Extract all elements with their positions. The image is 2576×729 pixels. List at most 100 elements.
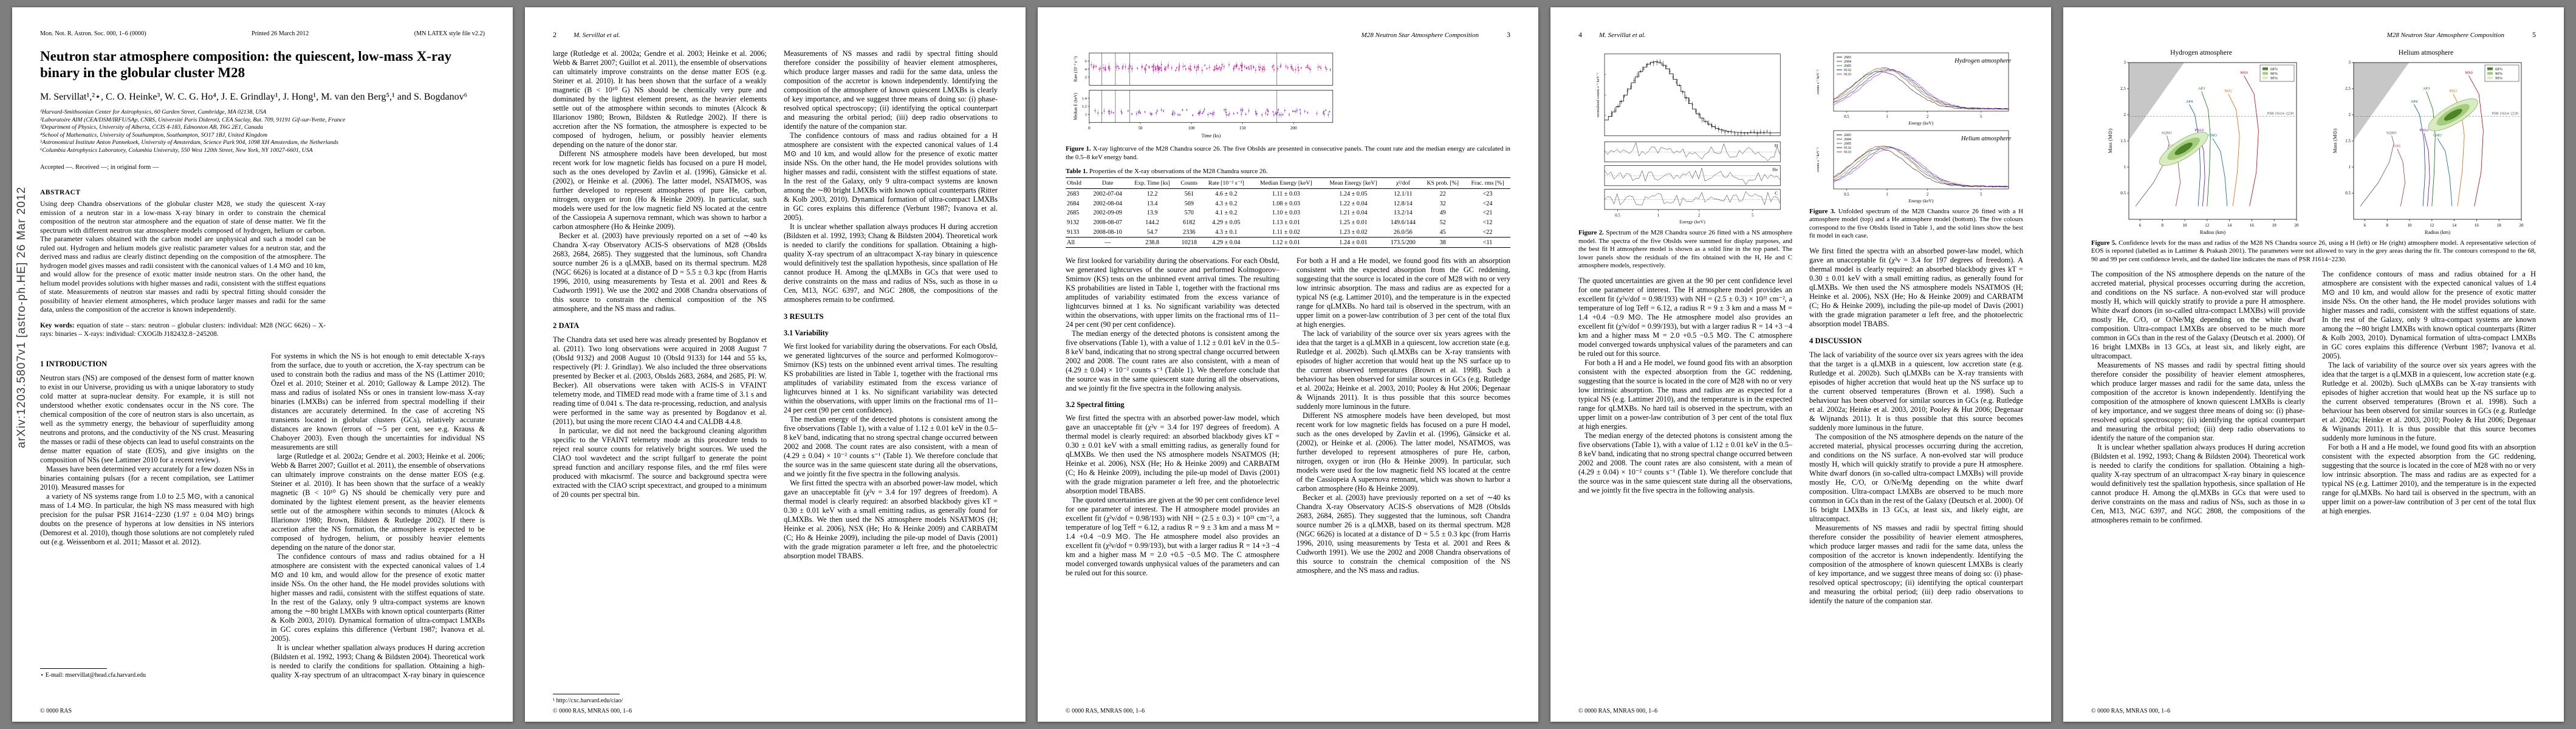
svg-text:2683: 2683 [1844, 56, 1851, 60]
page-footer: © 0000 RAS, MNRAS 000, 1–6 [553, 708, 632, 714]
table-cell: 2008-08-07 [1093, 219, 1122, 227]
table-cell: 149.6/144 [1390, 219, 1416, 227]
svg-text:PSR J1614−2230: PSR J1614−2230 [2492, 112, 2518, 116]
affiliation: ⁴School of Mathematics, University of So… [40, 131, 268, 139]
fig3-helium-label: Helium atmosphere [1961, 135, 2011, 142]
table-cell: 1.11 ± 0.02 [1272, 228, 1300, 236]
page-number: 5 [2532, 30, 2536, 39]
subsection-heading-variability: 3.1 Variability [784, 329, 829, 337]
subsection-heading-spectral-fitting: 3.2 Spectral fitting [1066, 400, 1125, 409]
svg-text:3: 3 [2349, 60, 2351, 65]
table-header-cell: KS prob. [%] [1420, 177, 1465, 190]
svg-text:0.5: 0.5 [2120, 191, 2126, 196]
table-cell: 49 [1439, 210, 1446, 217]
table-cell: 2336 [1183, 228, 1196, 236]
fig2-caption-label: Figure 2. [1578, 229, 1604, 237]
svg-text:H: H [1775, 143, 1778, 148]
table-cell: 54.7 [1146, 228, 1158, 236]
table-cell: 1.25 ± 0.01 [1339, 219, 1368, 227]
svg-text:2.5: 2.5 [2120, 86, 2126, 91]
table1-caption-text: Properties of the X-ray observations of … [1089, 168, 1268, 176]
svg-text:8: 8 [2386, 223, 2388, 228]
table-cell: 570 [1184, 210, 1194, 217]
table-cell: 32 [1439, 200, 1446, 207]
running-head: M28 Neutron Star Atmosphere Composition … [1066, 30, 1510, 39]
body-paragraph: Masses have been determined very accurat… [40, 465, 254, 492]
table-cell: 9133 [1067, 228, 1080, 236]
body-paragraph: We first looked for variability during t… [1066, 256, 1279, 329]
body-paragraph: The quoted uncertainties are given at th… [1578, 276, 1792, 358]
fig3-caption-label: Figure 3. [1809, 208, 1836, 215]
body-paragraph: The median energy of the detected photon… [784, 415, 998, 478]
svg-text:0.5: 0.5 [1844, 115, 1849, 119]
table-cell: 2002-09-09 [1093, 210, 1122, 217]
affiliation: ³Department of Physics, University of Al… [40, 124, 263, 131]
body-paragraph: large (Rutledge et al. 2002a; Gendre et … [553, 49, 767, 149]
svg-text:AP4: AP4 [2186, 100, 2193, 104]
table-row: All —238.8 10218 4.29 ± 0.04 1.12 ± 0.01 1.24… [1066, 237, 1510, 248]
column-right: The confidence contours of mass and radi… [2322, 270, 2536, 695]
svg-text:Energy (keV): Energy (keV) [1909, 120, 1934, 126]
svg-text:9133: 9133 [1844, 151, 1851, 154]
body-columns: normalized counts s⁻¹ keV⁻¹ H He C 0.5 1 2 5 Ene… [1578, 49, 2023, 705]
table-cell: 13.4 [1146, 200, 1158, 207]
svg-text:90%: 90% [2495, 72, 2503, 76]
body-columns: large (Rutledge et al. 2002a; Gendre et … [553, 49, 998, 705]
svg-text:2: 2 [1927, 115, 1929, 119]
page-number: 2 [553, 30, 557, 39]
table-cell: 12.8/14 [1393, 200, 1413, 207]
column-left: The composition of the NS atmosphere dep… [2091, 270, 2305, 695]
table-cell: <11 [1465, 237, 1510, 248]
svg-text:6: 6 [1084, 59, 1087, 63]
svg-text:1.5: 1.5 [2345, 139, 2351, 143]
svg-text:1: 1 [1886, 115, 1888, 119]
body-paragraph: Neutron stars (NS) are composed of the d… [40, 374, 254, 465]
column-right: For both a H and a He model, we found go… [1297, 256, 1510, 706]
svg-text:1: 1 [2124, 165, 2126, 169]
table-cell: 1.13 ± 0.01 [1272, 219, 1300, 227]
body-paragraph: It is unclear whether spallation always … [271, 643, 485, 680]
svg-text:2: 2 [2124, 112, 2126, 117]
affiliation: ⁶Columbia Astrophysics Laboratory, Colum… [40, 146, 313, 154]
table-cell: 1.10 ± 0.03 [1272, 210, 1300, 217]
fig5-hydrogen-title: Hydrogen atmosphere [2170, 49, 2232, 56]
table-cell: 45 [1439, 228, 1446, 236]
svg-text:6: 6 [2139, 223, 2142, 228]
fig5-helium-contours-figure: PSR J1614−2230 MS0 MS2 AP3 AP4 PAL6 GM3 GS1 SQM1… [2332, 60, 2524, 235]
page-footer: © 0000 RAS, MNRAS 000, 1–6 [2091, 708, 2171, 714]
body-paragraph: The composition of the NS atmosphere dep… [1809, 432, 2023, 523]
svg-text:2: 2 [2349, 112, 2351, 117]
table-row: 9133 2008-08-10 54.7 2336 4.3 ± 0.1 1.11 ± 0.… [1066, 228, 1510, 238]
table-cell: 1.24 ± 0.01 [1321, 237, 1386, 248]
keywords-line: Key words: equation of state – stars: ne… [40, 321, 326, 338]
table-cell: 52 [1439, 219, 1446, 227]
page-1: arXiv:1203.5807v1 [astro-ph.HE] 26 Mar 2… [12, 7, 513, 722]
table-cell: 38 [1420, 237, 1465, 248]
body-paragraph: Measurements of NS masses and radii by s… [1809, 523, 2023, 605]
table-cell: 4.1 ± 0.2 [1215, 210, 1238, 217]
svg-text:68%: 68% [2495, 67, 2503, 72]
svg-text:1.4: 1.4 [1081, 97, 1087, 101]
accepted-line: Accepted —. Received —; in original form… [40, 164, 159, 171]
body-paragraph: The Chandra data set used here was alrea… [553, 335, 767, 426]
svg-text:AP3: AP3 [2423, 86, 2430, 91]
fig5-helium-panel: Helium atmosphere PSR J1614−2230 MS0 MS2 AP… [2326, 49, 2526, 236]
table-cell: 13.9 [1146, 210, 1158, 217]
fig3-helium-panel: 2683 2684 2685 9132 9133 0.5 1 2 5 Energy (keV) co… [1809, 127, 2023, 205]
svg-text:MS2: MS2 [2224, 89, 2232, 94]
svg-text:5: 5 [1980, 193, 1982, 197]
body-paragraph: The lack of variability of the source ov… [1809, 350, 2023, 432]
body-paragraph: We first fitted the spectra with an abso… [784, 479, 998, 560]
url-footnote: ¹ http://cxc.harvard.edu/ciao/ [553, 692, 767, 705]
svg-text:Radius (km): Radius (km) [2200, 229, 2225, 235]
body-paragraph: For both a H and a He model, we found go… [1578, 358, 1792, 431]
svg-text:Energy (keV): Energy (keV) [1679, 219, 1705, 224]
body-paragraph: The confidence contours of mass and radi… [271, 552, 485, 643]
svg-text:2685: 2685 [1844, 64, 1851, 68]
body-paragraph: Different NS atmosphere models have been… [1297, 411, 1510, 493]
table-cell: All [1066, 237, 1088, 248]
fig5-caption: Figure 5. Confidence levels for the mass… [2091, 239, 2536, 264]
fig5-helium-title: Helium atmosphere [2398, 49, 2454, 56]
